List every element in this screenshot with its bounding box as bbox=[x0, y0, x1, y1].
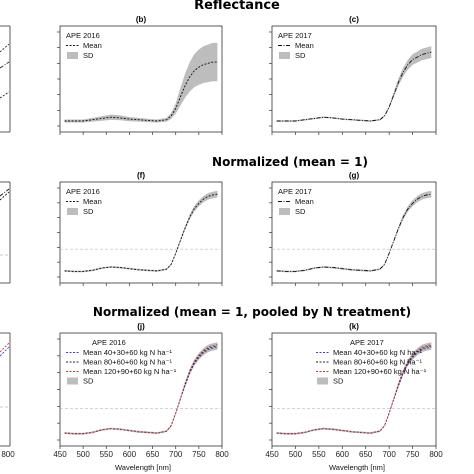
x-tick-label: 800 bbox=[429, 450, 443, 459]
x-tick-label: 600 bbox=[123, 450, 137, 459]
mean-line-series-3 bbox=[64, 344, 218, 435]
cropped-curve bbox=[0, 91, 10, 99]
x-axis-label-j: Wavelength [nm] bbox=[115, 463, 171, 472]
legend-entry: Mean 120+90+60 kg N ha⁻¹ bbox=[333, 367, 427, 376]
x-tick-label: 800 bbox=[1, 450, 15, 459]
sd-band bbox=[64, 190, 218, 273]
panel-label: (g) bbox=[349, 171, 360, 180]
legend-entry: SD bbox=[83, 51, 94, 60]
legend-entry: Mean 40+30+60 kg N ha⁻¹ bbox=[83, 348, 173, 357]
x-tick-label: 750 bbox=[406, 450, 420, 459]
legend-entry: SD bbox=[83, 377, 94, 386]
cropped-curve bbox=[0, 342, 10, 353]
legend-entry: Mean bbox=[295, 197, 314, 206]
panel-label: (c) bbox=[349, 15, 359, 24]
x-tick-label: 750 bbox=[192, 450, 206, 459]
cropped-curve bbox=[0, 188, 10, 197]
panel-label: (j) bbox=[137, 322, 145, 331]
x-tick-label: 700 bbox=[382, 450, 396, 459]
mean-line bbox=[276, 193, 432, 272]
left-cropped-panels: 800 bbox=[0, 25, 15, 459]
legend-sd-swatch bbox=[67, 52, 78, 59]
legend-entry: Mean 80+60+60 kg N ha⁻¹ bbox=[83, 358, 173, 367]
legend-entry: SD bbox=[83, 207, 94, 216]
row-title-reflectance: Reflectance bbox=[194, 0, 280, 13]
x-tick-label: 700 bbox=[169, 450, 183, 459]
x-tick-label: 550 bbox=[100, 450, 114, 459]
cropped-curve bbox=[0, 43, 10, 53]
cropped-curve bbox=[0, 61, 10, 69]
x-tick-label: 650 bbox=[359, 450, 373, 459]
x-tick-label: 550 bbox=[312, 450, 326, 459]
legend-sd-swatch bbox=[67, 377, 78, 385]
x-tick-label: 450 bbox=[53, 450, 67, 459]
legend-entry: SD bbox=[333, 377, 344, 386]
legend-title: APE 2016 bbox=[66, 31, 100, 40]
row-title-normalized: Normalized (mean = 1) bbox=[212, 155, 368, 169]
x-tick-label: 450 bbox=[265, 450, 279, 459]
legend-title: APE 2017 bbox=[350, 338, 384, 347]
x-tick-label: 500 bbox=[289, 450, 303, 459]
legend-title: APE 2017 bbox=[278, 31, 312, 40]
x-tick-label: 600 bbox=[336, 450, 350, 459]
legend-entry: Mean 40+30+60 kg N ha⁻¹ bbox=[333, 348, 423, 357]
legend-entry: Mean 120+90+60 kg N ha⁻¹ bbox=[83, 367, 177, 376]
mean-line-series-3 bbox=[276, 344, 432, 435]
legend-title: APE 2016 bbox=[92, 338, 126, 347]
cropped-curve bbox=[0, 346, 10, 357]
cropped-curve bbox=[0, 191, 10, 201]
legend-title: APE 2016 bbox=[66, 187, 100, 196]
panel-label: (f) bbox=[137, 171, 145, 180]
mean-line bbox=[64, 193, 218, 272]
legend-title: APE 2017 bbox=[278, 187, 312, 196]
x-tick-label: 800 bbox=[215, 450, 229, 459]
panel-label: (b) bbox=[136, 15, 147, 24]
x-axis-label-k: Wavelength [nm] bbox=[329, 463, 385, 472]
legend-sd-swatch bbox=[279, 208, 290, 215]
legend-entry: Mean bbox=[295, 41, 314, 50]
legend-entry: SD bbox=[295, 207, 306, 216]
sd-band bbox=[276, 190, 432, 273]
mean-line bbox=[276, 51, 432, 122]
mean-line bbox=[64, 61, 218, 122]
sd-band bbox=[64, 342, 218, 435]
x-tick-label: 500 bbox=[76, 450, 90, 459]
legend-sd-swatch bbox=[67, 208, 78, 215]
panel-label: (k) bbox=[349, 322, 359, 331]
sd-band bbox=[276, 46, 432, 122]
legend-entry: Mean bbox=[83, 197, 102, 206]
sd-band bbox=[64, 42, 218, 123]
legend-entry: SD bbox=[295, 51, 306, 60]
legend-sd-swatch bbox=[279, 52, 290, 59]
legend-entry: Mean 80+60+60 kg N ha⁻¹ bbox=[333, 358, 423, 367]
x-tick-label: 650 bbox=[146, 450, 160, 459]
row-title-normalized-pooled: Normalized (mean = 1, pooled by N treatm… bbox=[93, 305, 411, 319]
legend-sd-swatch bbox=[317, 377, 328, 385]
legend-entry: Mean bbox=[83, 41, 102, 50]
